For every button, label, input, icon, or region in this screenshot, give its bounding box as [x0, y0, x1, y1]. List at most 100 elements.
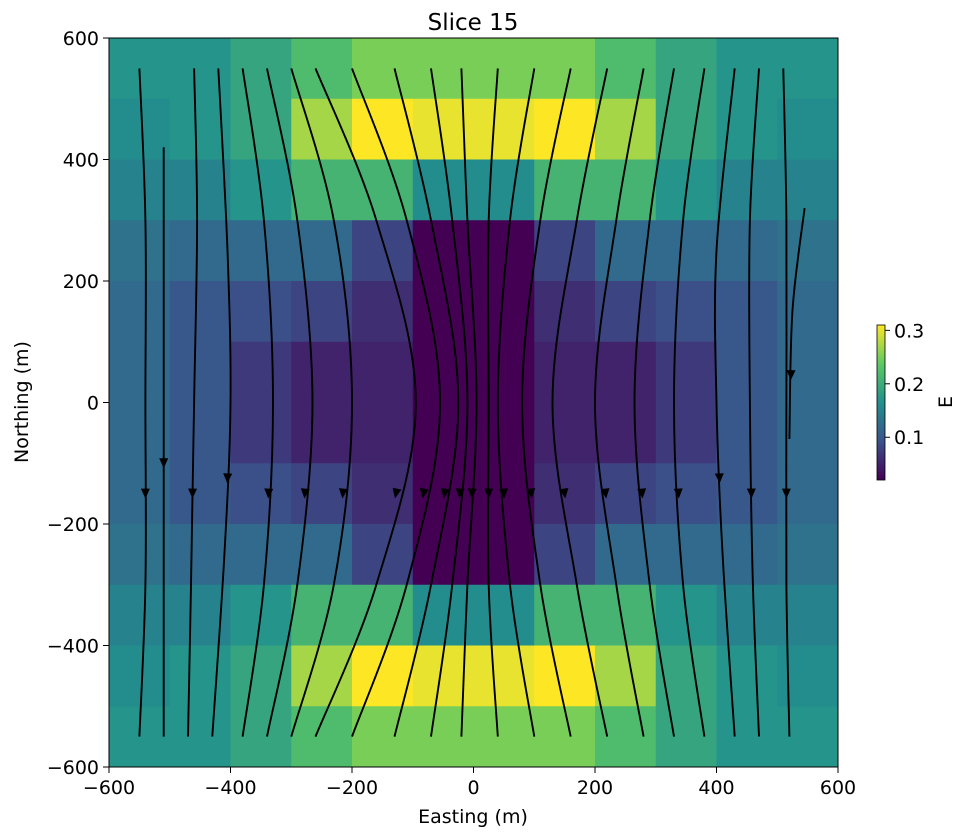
heatmap-cell — [655, 706, 717, 767]
heatmap-cell — [595, 645, 657, 707]
streamline-arrow — [467, 488, 477, 499]
streamline-arrow — [600, 488, 610, 499]
heatmap-cell — [169, 38, 231, 100]
heatmap-cell — [352, 524, 414, 586]
heatmap-cell — [291, 38, 353, 100]
heatmap-cell — [412, 706, 474, 767]
heatmap-cell — [716, 159, 778, 221]
heatmap-cell — [716, 341, 778, 403]
heatmap-cell — [473, 281, 535, 343]
streamline — [594, 68, 645, 737]
heatmap-cell — [412, 402, 474, 464]
heatmap-cell — [109, 584, 171, 646]
y-tick-label: 0 — [87, 393, 99, 415]
heatmap-cell — [109, 524, 171, 586]
x-axis-ticks: −600 −400 −200 0 200 400 600 — [83, 767, 856, 799]
heatmap-cell — [777, 706, 838, 767]
heatmap-cell — [595, 220, 657, 282]
heatmap-cell — [595, 706, 657, 767]
heatmap-cell — [595, 341, 657, 403]
heatmap-cell — [777, 98, 838, 160]
heatmap-cell — [291, 706, 353, 767]
heatmap-cell — [230, 463, 292, 525]
heatmap-cell — [473, 584, 535, 646]
heatmap-cell — [716, 220, 778, 282]
streamline-arrow — [300, 488, 310, 499]
y-tick-label: −200 — [47, 514, 99, 536]
streamline — [187, 68, 199, 737]
heatmap-cell — [352, 220, 414, 282]
y-axis-label: Northing (m) — [11, 341, 33, 463]
streamline — [241, 68, 274, 737]
heatmap-cell — [716, 524, 778, 586]
heatmap-cell — [169, 463, 231, 525]
heatmap-cell — [534, 706, 596, 767]
heatmap-cell — [716, 281, 778, 343]
colorbar-tick-label: 0.1 — [894, 427, 924, 449]
streamline-arrow — [455, 488, 465, 499]
heatmap-cell — [109, 645, 171, 707]
streamline — [748, 68, 760, 737]
y-tick-label: 400 — [63, 150, 99, 172]
heatmap-cell — [230, 220, 292, 282]
streamline-arrow — [440, 487, 450, 499]
heatmap-cell — [169, 706, 231, 767]
y-tick-label: −400 — [47, 636, 99, 658]
streamline-arrow — [746, 488, 756, 499]
heatmap-cell — [655, 645, 717, 707]
streamline-arrow — [419, 487, 429, 499]
colorbar-ticks: 0.1 0.2 0.3 — [885, 320, 924, 449]
heatmap-cell — [534, 524, 596, 586]
streamline-arrow — [484, 488, 494, 499]
heatmap-cell — [716, 463, 778, 525]
x-axis-label: Easting (m) — [418, 806, 528, 828]
streamline-arrow — [714, 473, 724, 484]
colorbar — [876, 324, 886, 481]
heatmap-cell — [655, 281, 717, 343]
y-axis-ticks: −600 −400 −200 0 200 400 600 — [47, 28, 109, 779]
heatmap-cell — [716, 645, 778, 707]
heatmap-cell — [716, 706, 778, 767]
heatmap-cell — [655, 38, 717, 100]
heatmap-cell — [777, 645, 838, 707]
heatmap-cell — [169, 402, 231, 464]
heatmap-cell — [169, 220, 231, 282]
heatmap-cell — [412, 341, 474, 403]
heatmap-cell — [655, 220, 717, 282]
heatmap-cell — [473, 98, 535, 160]
colorbar-label: E — [935, 396, 957, 408]
heatmap-cell — [169, 524, 231, 586]
streamline — [351, 68, 442, 737]
heatmap-cell — [109, 402, 171, 464]
y-tick-label: 600 — [63, 28, 99, 50]
heatmap-cell — [534, 38, 596, 100]
heatmap-cell — [230, 402, 292, 464]
streamline — [138, 68, 147, 737]
heatmap-cell — [777, 159, 838, 221]
streamline — [314, 68, 417, 737]
heatmap-cell — [473, 341, 535, 403]
heatmap-cell — [230, 645, 292, 707]
heatmap-cell — [473, 645, 535, 707]
heatmap-cell — [473, 159, 535, 221]
streamline — [487, 68, 499, 737]
heatmap-cell — [655, 524, 717, 586]
heatmap-cell — [169, 341, 231, 403]
streamline — [290, 68, 353, 737]
streamline-arrow — [140, 488, 150, 499]
streamline — [460, 68, 478, 737]
heatmap-cell — [291, 98, 353, 160]
streamline-arrow — [392, 487, 402, 499]
streamline — [673, 68, 706, 737]
heatmap-cell — [352, 402, 414, 464]
heatmap-cell — [352, 706, 414, 767]
heatmap-cell — [352, 38, 414, 100]
heatmap-cell — [109, 341, 171, 403]
heatmap-cell — [534, 220, 596, 282]
x-tick-label: 600 — [820, 777, 856, 799]
heatmap-cell — [534, 341, 596, 403]
heatmap-cell — [291, 645, 353, 707]
x-tick-label: −400 — [204, 777, 256, 799]
streamline — [266, 68, 314, 737]
heatmap-cell — [169, 159, 231, 221]
